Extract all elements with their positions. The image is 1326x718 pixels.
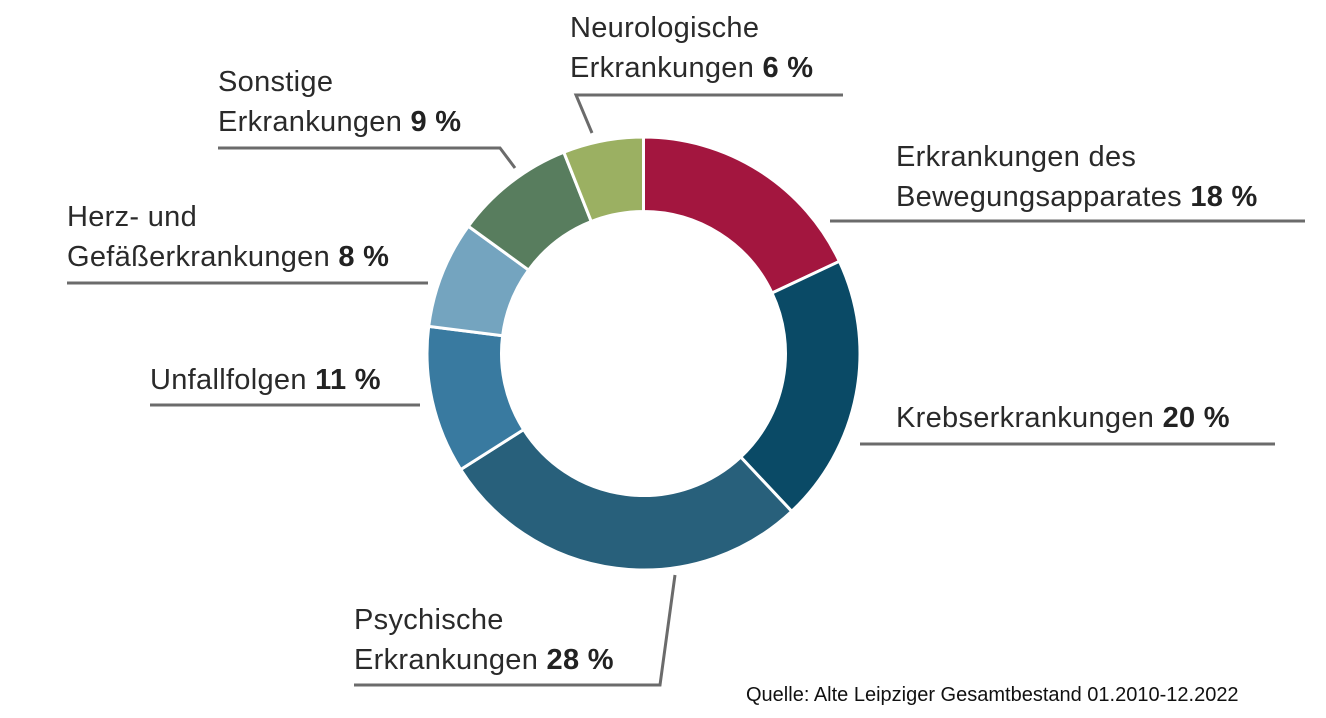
label-psychische: Psychische Erkrankungen 28 % [354,600,614,680]
label-pct: 28 % [546,644,614,676]
donut-slice-1 [738,259,862,514]
source-note: Quelle: Alte Leipziger Gesamtbestand 01.… [746,684,1239,706]
label-bewegung: Erkrankungen des Bewegungsapparates 18 % [896,137,1258,217]
donut-slice-2 [458,427,794,572]
leader-line-sonstige [218,146,517,169]
donut-slice-0 [642,135,842,296]
label-herz: Herz- und Gefäßerkrankungen 8 % [67,197,389,277]
label-pct: 9 % [410,106,462,138]
label-pct: 8 % [338,241,390,273]
leader-line-psychische [354,574,677,687]
label-line1: Herz- und [67,201,198,233]
label-line2: Erkrankungen [218,106,403,138]
label-line2: Krebserkrankungen [896,402,1155,434]
label-pct: 20 % [1162,402,1230,434]
label-line2: Gefäßerkrankungen [67,241,331,273]
leader-line-neuro [573,93,843,134]
label-line2: Erkrankungen [570,52,755,84]
label-pct: 11 % [315,364,381,396]
label-pct: 6 % [762,52,814,84]
label-line2: Bewegungsapparates [896,181,1182,213]
label-line1: Psychische [354,604,504,636]
label-neuro: Neurologische Erkrankungen 6 % [570,8,813,88]
label-pct: 18 % [1190,181,1258,213]
label-unfall: Unfallfolgen 11 % [150,360,381,400]
label-krebs: Krebserkrankungen 20 % [896,398,1230,438]
label-line2: Unfallfolgen [150,364,307,396]
label-line1: Neurologische [570,12,760,44]
donut-slice-6 [561,135,645,224]
label-line2: Erkrankungen [354,644,539,676]
label-sonstige: Sonstige Erkrankungen 9 % [218,62,461,142]
label-line1: Erkrankungen des [896,141,1137,173]
label-line1: Sonstige [218,66,334,98]
